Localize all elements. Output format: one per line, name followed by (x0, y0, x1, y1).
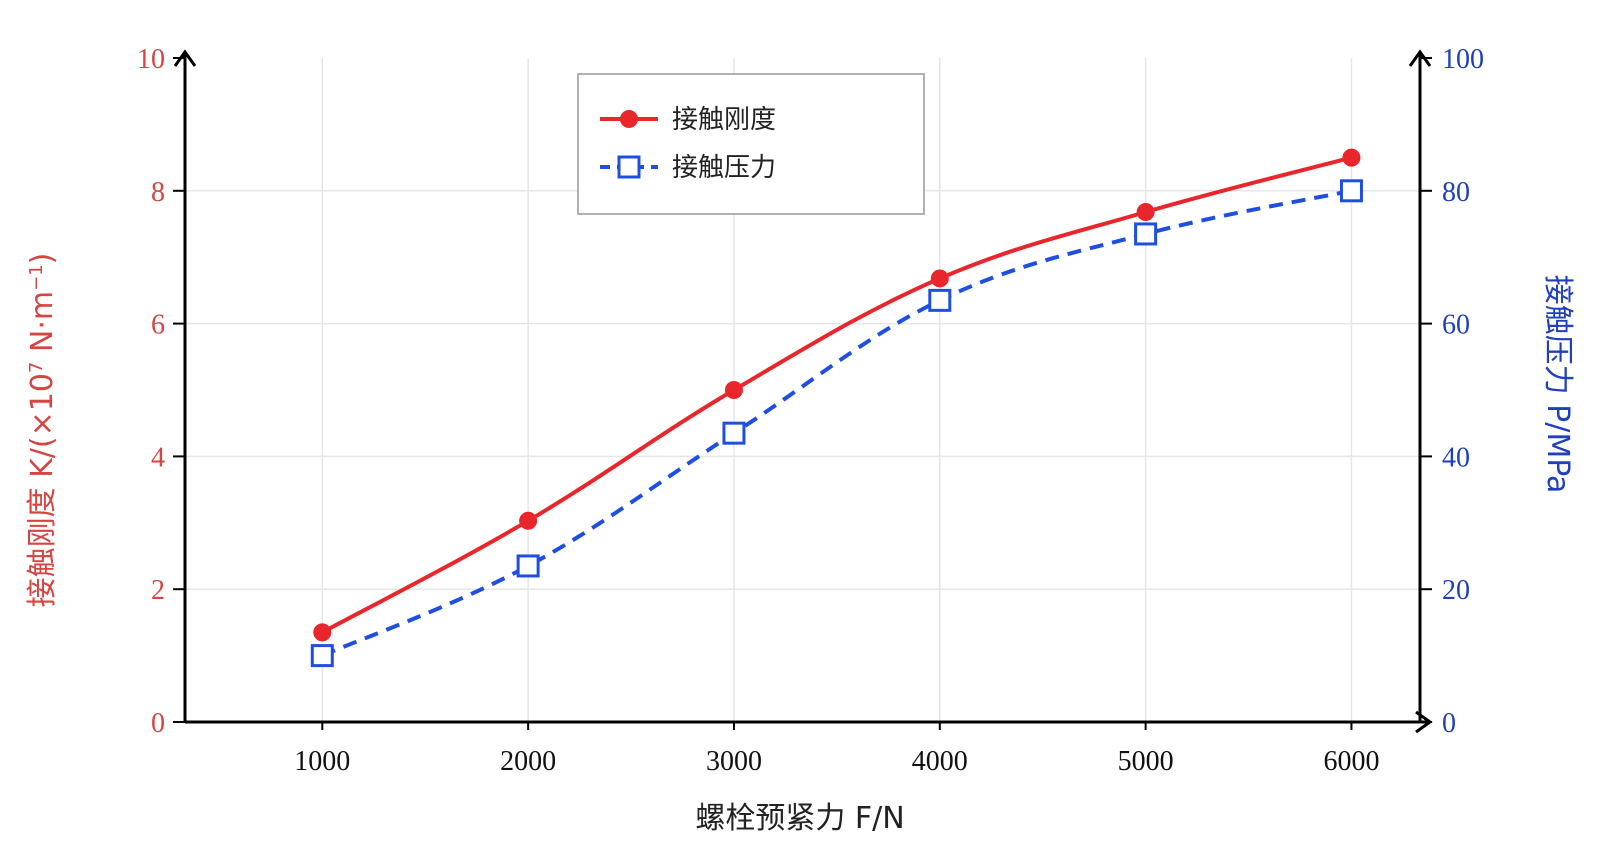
x-axis-title: 螺栓预紧力 F/N (695, 801, 904, 836)
right-axis-title: 接触压力 P/MPa (1540, 275, 1575, 494)
x-tick-label: 5000 (1118, 746, 1174, 777)
x-tick-label: 6000 (1323, 746, 1379, 777)
ticks: 1000 2000 3000 4000 5000 60000246810020406080… (137, 44, 1484, 777)
left-axis-title: 接触刚度 K/(×107 N·m−1) (25, 253, 60, 608)
stiffness-point (930, 269, 949, 288)
legend-pressure-marker (617, 155, 641, 179)
right-tick-label: 80 (1442, 177, 1470, 208)
pressure-point (722, 421, 746, 445)
legend: 接触刚度 接触压力 (577, 73, 925, 215)
x-tick-label: 2000 (500, 746, 556, 777)
x-tick-label: 4000 (912, 746, 968, 777)
x-tick-label: 1000 (294, 746, 350, 777)
left-tick-label: 8 (151, 177, 165, 208)
legend-stiffness-label: 接触刚度 (672, 105, 776, 135)
legend-box (577, 73, 925, 215)
pressure-point (516, 554, 540, 578)
right-tick-label: 100 (1442, 44, 1484, 75)
stiffness-point (519, 511, 538, 530)
right-tick-label: 20 (1442, 575, 1470, 606)
stiffness-point (1342, 148, 1361, 167)
stiffness-point (313, 623, 332, 642)
legend-stiffness-marker (620, 110, 638, 128)
axes (173, 49, 1433, 734)
pressure-point (310, 644, 334, 668)
left-tick-label: 6 (151, 310, 165, 341)
right-tick-label: 40 (1442, 442, 1470, 473)
stiffness-point (724, 381, 743, 399)
stiffness-point (1136, 203, 1155, 222)
pressure-line (321, 188, 1352, 658)
right-tick-label: 0 (1442, 708, 1456, 739)
left-tick-label: 0 (151, 708, 165, 739)
right-tick-label: 60 (1442, 310, 1470, 341)
pressure-point (928, 288, 952, 312)
pressure-point (1339, 179, 1363, 203)
left-axis-arrow (173, 49, 197, 67)
series (310, 148, 1363, 668)
left-tick-label: 10 (137, 44, 165, 75)
left-tick-label: 4 (151, 442, 165, 473)
x-tick-label: 3000 (706, 746, 762, 777)
stiffness-line (321, 155, 1352, 635)
pressure-point (1134, 222, 1158, 246)
left-tick-label: 2 (151, 575, 165, 606)
right-axis-arrow (1408, 49, 1432, 67)
legend-pressure-label: 接触压力 (672, 153, 776, 183)
